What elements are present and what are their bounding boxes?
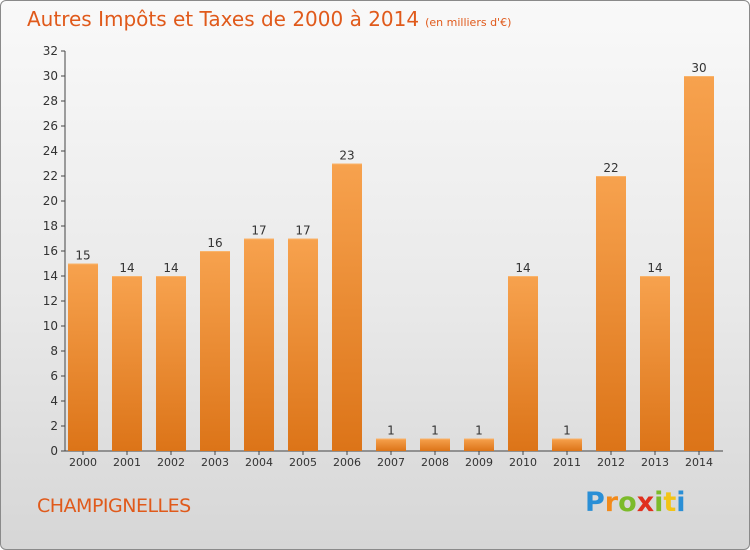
x-tick-label: 2003 <box>201 456 229 469</box>
y-tick-label: 20 <box>43 194 58 208</box>
y-tick-label: 14 <box>43 269 58 283</box>
bar <box>376 438 406 451</box>
y-tick-label: 18 <box>43 219 58 233</box>
y-tick-label: 28 <box>43 94 58 108</box>
x-tick-label: 2009 <box>465 456 493 469</box>
data-label: 17 <box>295 224 310 238</box>
x-tick-label: 2004 <box>245 456 273 469</box>
data-label: 14 <box>119 261 134 275</box>
data-label: 15 <box>75 249 90 263</box>
data-label: 1 <box>475 424 483 438</box>
proxiti-logo: Proxiti <box>585 487 686 518</box>
bar <box>288 238 318 451</box>
x-tick-label: 2014 <box>685 456 713 469</box>
x-tick-label: 2013 <box>641 456 669 469</box>
x-tick-label: 2001 <box>113 456 141 469</box>
data-label: 17 <box>251 224 266 238</box>
data-label: 23 <box>339 149 354 163</box>
y-tick-label: 0 <box>50 444 58 458</box>
x-tick-label: 2007 <box>377 456 405 469</box>
y-tick-label: 8 <box>50 344 58 358</box>
y-tick-label: 26 <box>43 119 58 133</box>
y-tick-label: 12 <box>43 294 58 308</box>
y-tick-label: 16 <box>43 244 58 258</box>
y-tick-label: 2 <box>50 419 58 433</box>
y-tick-label: 22 <box>43 169 58 183</box>
bars <box>68 76 714 451</box>
data-label: 1 <box>387 424 395 438</box>
bar <box>68 263 98 451</box>
bar <box>332 163 362 451</box>
bar <box>508 276 538 451</box>
data-label: 14 <box>515 261 530 275</box>
x-tick-label: 2002 <box>157 456 185 469</box>
bar <box>420 438 450 451</box>
bar <box>156 276 186 451</box>
data-label: 22 <box>603 161 618 175</box>
chart-title: Autres Impôts et Taxes de 2000 à 2014 (en… <box>27 7 511 31</box>
y-tick-label: 4 <box>50 394 58 408</box>
data-label: 16 <box>207 236 222 250</box>
x-tick-label: 2008 <box>421 456 449 469</box>
data-label: 30 <box>691 61 706 75</box>
x-tick-label: 2011 <box>553 456 581 469</box>
bar <box>464 438 494 451</box>
bar <box>596 176 626 451</box>
y-tick-label: 6 <box>50 369 58 383</box>
data-label: 14 <box>647 261 662 275</box>
chart-unit: (en milliers d'€) <box>425 16 512 29</box>
x-tick-label: 2000 <box>69 456 97 469</box>
bar <box>552 438 582 451</box>
y-tick-label: 10 <box>43 319 58 333</box>
y-tick-label: 30 <box>43 69 58 83</box>
bar <box>112 276 142 451</box>
data-label: 1 <box>431 424 439 438</box>
commune-name: CHAMPIGNELLES <box>37 495 191 517</box>
y-tick-label: 24 <box>43 144 58 158</box>
bar <box>200 251 230 451</box>
labels: 15 2000 14 2001 14 2002 16 2003 17 2004 17 2005 23 20… <box>69 61 713 469</box>
chart-title-text: Autres Impôts et Taxes de 2000 à 2014 <box>27 7 420 31</box>
x-tick-label: 2005 <box>289 456 317 469</box>
data-label: 14 <box>163 261 178 275</box>
bar <box>684 76 714 451</box>
bar <box>640 276 670 451</box>
x-tick-label: 2012 <box>597 456 625 469</box>
x-tick-label: 2006 <box>333 456 361 469</box>
y-tick-label: 32 <box>43 44 58 58</box>
bar <box>244 238 274 451</box>
x-tick-label: 2010 <box>509 456 537 469</box>
data-label: 1 <box>563 424 571 438</box>
